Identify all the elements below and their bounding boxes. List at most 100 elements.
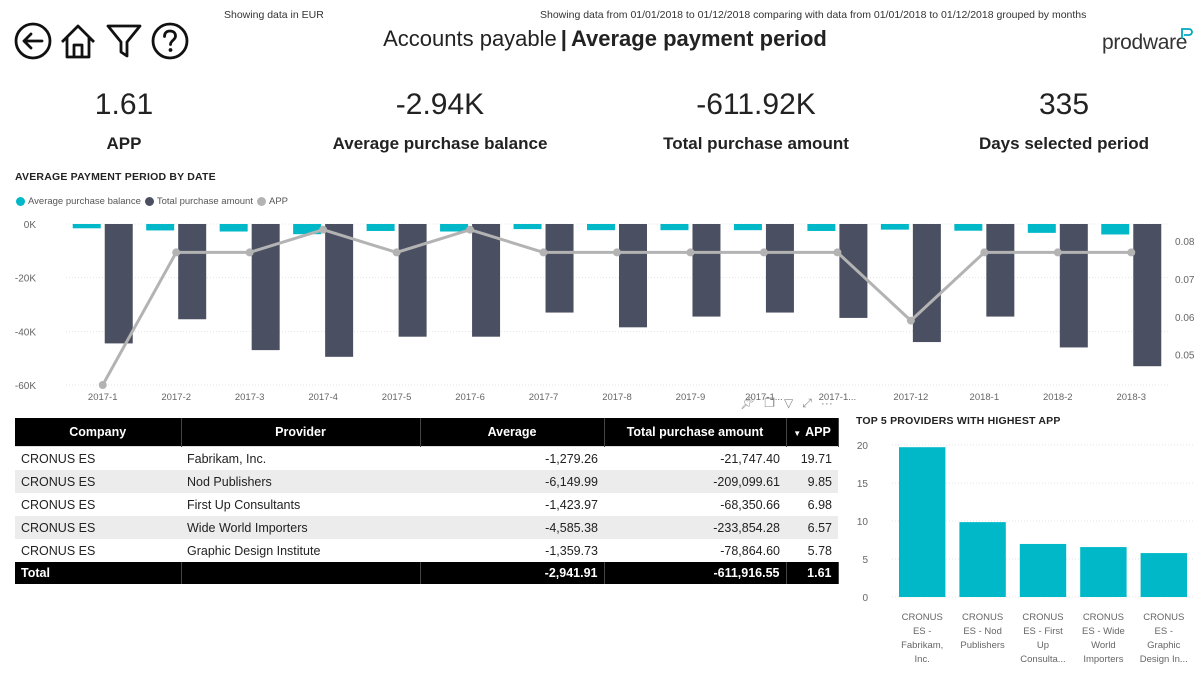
focus-mode-icon[interactable]: ⤢: [802, 396, 812, 410]
cell-app: 9.85: [786, 470, 838, 493]
point-app: [1127, 248, 1136, 257]
cell-provider: Fabrikam, Inc.: [181, 446, 420, 470]
table-row[interactable]: CRONUS ES Wide World Importers -4,585.38…: [15, 516, 838, 539]
x-tick-label-line: ES -: [913, 626, 931, 637]
point-app: [466, 225, 475, 234]
col-header-total-purchase-amount[interactable]: Total purchase amount: [604, 418, 787, 447]
bar-average-purchase-balance: [72, 224, 101, 229]
x-tick-label: CRONUS ES - Graphic Design In...: [1140, 612, 1188, 665]
x-tick-label-line: ES - First: [1023, 626, 1063, 637]
main-chart[interactable]: 0K -20K -40K -60K 0.08 0.07 0.06 0.05 2017-1 2017…: [0, 210, 1203, 410]
x-tick-label-line: CRONUS: [962, 612, 1003, 623]
point-app: [1053, 248, 1062, 257]
cell-total: -233,854.28: [604, 516, 786, 539]
cell-app: 6.98: [786, 493, 838, 516]
legend-label: Total purchase amount: [156, 196, 253, 207]
bar-total-purchase-amount: [545, 224, 574, 313]
y-tick-label: 0: [862, 593, 868, 604]
legend-item-app[interactable]: APP: [256, 196, 288, 207]
x-tick-label-line: World: [1091, 640, 1116, 651]
top-providers-chart[interactable]: 0 5 10 15 20 CRONUS ES - Fabrikam, Inc. CRONUS ES …: [850, 430, 1200, 670]
help-button[interactable]: [150, 21, 190, 61]
bar-average-purchase-balance: [733, 224, 762, 231]
table-row[interactable]: CRONUS ES Graphic Design Institute -1,35…: [15, 539, 838, 562]
x-tick-label-line: Design In...: [1140, 654, 1188, 665]
x-tick-label: 2017-12: [893, 392, 928, 403]
bar-total-purchase-amount: [765, 224, 794, 313]
main-chart-title: AVERAGE PAYMENT PERIOD BY DATE: [15, 171, 216, 183]
home-icon: [61, 24, 95, 59]
cell-average: -1,359.73: [420, 539, 604, 562]
cell-total: -68,350.66: [604, 493, 786, 516]
kpi-label: Average purchase balance: [332, 134, 548, 153]
table-row[interactable]: CRONUS ES Nod Publishers -6,149.99 -209,…: [15, 470, 838, 493]
x-tick-label-line: ES -: [1155, 626, 1173, 637]
y-right-tick-label: 0.06: [1175, 313, 1195, 324]
y-left-tick-label: -20K: [15, 274, 36, 285]
x-tick-label: 2017-5: [382, 392, 412, 403]
pin-icon[interactable]: 📌︎: [740, 396, 756, 410]
filter-small-icon[interactable]: ▽: [784, 396, 794, 410]
currency-info: Showing data in EUR: [224, 9, 324, 21]
brand-logo: prodware: [1102, 31, 1188, 54]
copy-icon[interactable]: ❐: [764, 396, 775, 410]
table-row[interactable]: CRONUS ES First Up Consultants -1,423.97…: [15, 493, 838, 516]
more-options-icon[interactable]: ···: [820, 396, 833, 410]
point-app: [759, 248, 768, 257]
bar-average-purchase-balance: [587, 224, 615, 231]
y-right-tick-label: 0.08: [1175, 237, 1195, 248]
filter-button[interactable]: [104, 21, 144, 61]
legend-item-total-purchase-amount[interactable]: Total purchase amount: [144, 196, 253, 207]
legend-swatch: [256, 197, 266, 206]
point-app: [686, 248, 695, 257]
bar-average-purchase-balance: [954, 224, 983, 231]
cell-average: -6,149.99: [420, 470, 604, 493]
bar-provider-app: [1019, 543, 1067, 597]
bar-total-purchase-amount: [104, 224, 133, 344]
legend-item-average-purchase-balance[interactable]: Average purchase balance: [16, 196, 141, 207]
bar-total-purchase-amount: [986, 224, 1015, 317]
back-button[interactable]: [13, 21, 53, 61]
cell-company: CRONUS ES: [15, 516, 181, 539]
kpi-label: APP: [106, 134, 142, 153]
kpi-value: -611.92K: [696, 88, 816, 121]
bar-average-purchase-balance: [513, 224, 542, 230]
bar-total-purchase-amount: [178, 224, 207, 320]
x-tick-label: 2018-3: [1116, 392, 1146, 403]
x-tick-label-line: Importers: [1083, 654, 1123, 665]
cell-total: -21,747.40: [604, 446, 786, 470]
cell-provider: Wide World Importers: [181, 516, 420, 539]
cell-company: CRONUS ES: [15, 470, 181, 493]
cell-average: -1,423.97: [420, 493, 604, 516]
bar-total-purchase-amount: [839, 224, 868, 318]
point-app: [613, 248, 621, 257]
x-tick-label: 2017-1...: [745, 392, 783, 403]
bar-total-purchase-amount: [472, 224, 501, 337]
title-sub: Average payment period: [570, 26, 827, 51]
col-header-provider[interactable]: Provider: [181, 418, 421, 447]
cell-app: 6.57: [786, 516, 838, 539]
point-app: [906, 316, 915, 325]
col-header-app[interactable]: ▼ APP: [786, 418, 839, 447]
legend-swatch: [16, 197, 25, 206]
cell-total: -209,099.61: [604, 470, 786, 493]
total-label: Total: [15, 562, 182, 584]
x-tick-label-line: Inc.: [915, 654, 930, 665]
kpi-average-purchase-balance: -2.94K Average purchase balance: [310, 88, 570, 154]
x-tick-label: 2017-9: [676, 392, 706, 403]
x-tick-label: CRONUS ES - Nod Publishers: [960, 612, 1005, 651]
table-row[interactable]: CRONUS ES Fabrikam, Inc. -1,279.26 -21,7…: [15, 446, 838, 470]
title-main: Accounts payable: [383, 26, 557, 51]
kpi-app: 1.61 APP: [0, 88, 254, 154]
point-app: [319, 225, 328, 234]
kpi-label: Total purchase amount: [663, 134, 849, 153]
x-tick-label: 2017-1...: [819, 392, 857, 403]
title-separator: |: [560, 26, 567, 51]
kpi-value: -2.94K: [395, 88, 485, 121]
col-header-company[interactable]: Company: [15, 418, 182, 447]
home-button[interactable]: [58, 21, 98, 61]
col-header-average[interactable]: Average: [420, 418, 605, 447]
y-right-tick-label: 0.05: [1175, 351, 1195, 362]
x-tick-label-line: CRONUS: [1143, 612, 1184, 623]
bar-average-purchase-balance: [146, 224, 175, 231]
